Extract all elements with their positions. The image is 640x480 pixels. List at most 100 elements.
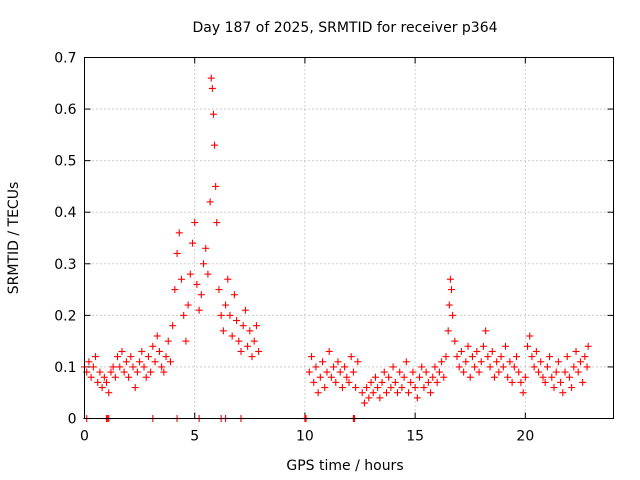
data-point <box>559 389 567 397</box>
data-point <box>173 249 181 257</box>
data-point <box>554 358 562 366</box>
data-point <box>207 74 215 82</box>
data-point <box>255 347 263 355</box>
data-point <box>495 368 503 376</box>
data-point <box>466 373 474 381</box>
data-point <box>111 373 119 381</box>
data-point <box>557 378 565 386</box>
data-point <box>336 368 344 376</box>
data-point <box>517 378 525 386</box>
data-point <box>186 270 194 278</box>
data-point <box>445 301 453 309</box>
data-point <box>332 378 340 386</box>
y-tick-labels: 0 0.1 0.2 0.3 0.4 0.5 0.6 0.7 <box>54 51 76 428</box>
data-point <box>563 353 571 361</box>
data-point <box>166 358 174 366</box>
data-point <box>233 317 241 325</box>
data-point <box>579 378 587 386</box>
data-point <box>155 347 163 355</box>
data-point <box>501 342 509 350</box>
data-point <box>548 373 556 381</box>
data-point <box>107 368 115 376</box>
grid-lines <box>84 57 614 419</box>
data-point <box>360 399 368 407</box>
data-point <box>539 373 547 381</box>
data-point <box>457 347 465 355</box>
data-point <box>219 327 227 335</box>
data-point <box>244 342 252 350</box>
data-point <box>349 368 357 376</box>
data-point <box>193 280 201 288</box>
data-point <box>561 368 569 376</box>
data-point <box>358 389 366 397</box>
data-point <box>330 363 338 371</box>
data-point <box>252 322 260 330</box>
data-point <box>455 363 463 371</box>
data-point <box>98 384 106 392</box>
data-point <box>246 327 254 335</box>
data-point <box>164 337 172 345</box>
data-point <box>393 389 401 397</box>
data-point <box>160 368 168 376</box>
y-tick-label: 0.2 <box>54 308 76 324</box>
data-point <box>398 384 406 392</box>
data-point <box>158 363 166 371</box>
data-point <box>521 373 529 381</box>
data-point <box>122 358 130 366</box>
data-point <box>197 291 205 299</box>
data-point <box>504 373 512 381</box>
data-point <box>473 347 481 355</box>
data-point <box>451 337 459 345</box>
x-tick-label: 5 <box>190 429 199 445</box>
data-point <box>308 353 316 361</box>
data-point <box>182 337 190 345</box>
data-point <box>169 322 177 330</box>
data-point <box>382 389 390 397</box>
data-point <box>327 373 335 381</box>
data-point <box>584 342 592 350</box>
y-tick-label: 0 <box>68 412 77 428</box>
data-point <box>312 363 320 371</box>
data-point <box>347 353 355 361</box>
data-point <box>442 353 450 361</box>
data-point <box>200 260 208 268</box>
data-point <box>387 384 395 392</box>
data-point <box>352 384 360 392</box>
data-point <box>96 368 104 376</box>
data-point <box>418 363 426 371</box>
data-point <box>411 384 419 392</box>
data-point <box>133 368 141 376</box>
y-tick-label: 0.6 <box>54 102 76 118</box>
data-point <box>447 286 455 294</box>
data-point <box>402 358 410 366</box>
data-point <box>565 373 573 381</box>
data-point <box>396 368 404 376</box>
chart-title: Day 187 of 2025, SRMTID for receiver p36… <box>192 20 497 36</box>
data-point <box>230 291 238 299</box>
data-point <box>354 358 362 366</box>
data-point <box>433 378 441 386</box>
data-point <box>583 363 591 371</box>
data-point <box>345 378 353 386</box>
data-point <box>484 353 492 361</box>
data-point <box>116 363 124 371</box>
data-point <box>576 358 584 366</box>
data-point <box>371 373 379 381</box>
x-axis-title: GPS time / hours <box>286 458 403 474</box>
data-point <box>526 332 534 340</box>
data-point <box>319 358 327 366</box>
data-point <box>129 363 137 371</box>
y-tick-label: 0.7 <box>54 51 76 67</box>
data-point <box>202 244 210 252</box>
data-point <box>486 363 494 371</box>
data-point <box>177 275 185 283</box>
data-point <box>435 368 443 376</box>
data-point <box>228 332 236 340</box>
data-point <box>535 368 543 376</box>
data-point <box>213 219 221 227</box>
x-tick-label: 20 <box>516 429 534 445</box>
data-point <box>464 342 472 350</box>
data-point <box>391 378 399 386</box>
data-point <box>515 368 523 376</box>
